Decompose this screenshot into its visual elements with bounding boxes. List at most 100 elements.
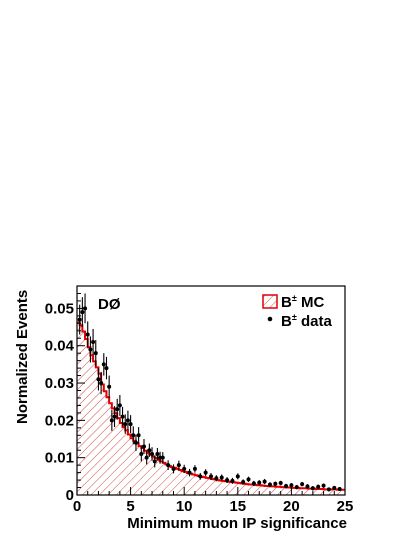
data-point — [262, 478, 267, 485]
data-point — [182, 464, 187, 473]
data-marker — [214, 476, 219, 481]
data-marker — [241, 479, 246, 484]
data-point — [88, 336, 93, 363]
y-tick-label: 0.04 — [45, 338, 75, 355]
x-tick-label: 10 — [176, 498, 193, 515]
data-marker — [337, 487, 342, 492]
data-point — [198, 472, 203, 480]
data-point — [150, 447, 155, 461]
data-marker — [109, 418, 114, 423]
legend-mc-label: B± MC — [281, 293, 324, 311]
data-marker — [284, 484, 289, 489]
data-marker — [187, 470, 192, 475]
data-marker — [120, 414, 125, 419]
data-point — [203, 469, 208, 476]
data-point — [80, 297, 85, 328]
data-marker — [101, 362, 106, 367]
data-point — [107, 375, 112, 398]
data-point — [225, 477, 230, 484]
data-marker — [219, 475, 224, 480]
data-point — [337, 487, 342, 492]
data-point — [112, 406, 117, 428]
data-marker — [278, 481, 283, 486]
data-point — [160, 452, 165, 464]
data-marker — [316, 484, 321, 489]
data-marker — [83, 306, 88, 311]
data-point — [214, 475, 219, 482]
data-point — [278, 480, 283, 486]
data-marker — [166, 463, 171, 468]
data-marker — [289, 483, 294, 488]
data-point — [99, 371, 104, 395]
y-tick-label: 0.02 — [45, 412, 74, 429]
data-marker — [300, 482, 305, 487]
data-point — [209, 472, 213, 480]
data-point — [321, 483, 326, 488]
data-point — [176, 460, 181, 470]
data-marker — [104, 366, 109, 371]
data-marker — [96, 377, 101, 382]
data-point — [101, 353, 106, 376]
data-point — [294, 484, 299, 490]
x-tick-label: 20 — [283, 498, 300, 515]
data-point — [332, 485, 337, 490]
data-marker — [246, 477, 251, 482]
data-point — [192, 465, 197, 473]
data-point — [267, 482, 272, 487]
data-marker — [139, 451, 144, 456]
legend-data-marker — [267, 316, 273, 322]
data-point — [117, 394, 122, 416]
data-marker — [117, 403, 122, 408]
data-marker — [160, 455, 165, 460]
y-tick-label: 0.01 — [45, 450, 74, 467]
data-marker — [80, 310, 85, 315]
data-marker — [294, 485, 299, 490]
data-point — [93, 340, 98, 367]
data-point — [251, 480, 256, 487]
x-axis-title: Minimum muon IP significance — [127, 515, 347, 532]
data-marker — [142, 444, 146, 449]
data-marker — [155, 451, 160, 456]
data-marker — [125, 418, 130, 423]
data-marker — [326, 487, 331, 492]
legend-mc-swatch — [262, 294, 278, 309]
data-marker — [251, 481, 256, 486]
x-tick-label: 0 — [73, 498, 81, 515]
data-marker — [115, 407, 120, 412]
data-marker — [230, 478, 235, 483]
x-tick-label: 25 — [337, 498, 354, 515]
data-marker — [77, 317, 82, 322]
data-marker — [123, 422, 128, 427]
data-point — [235, 473, 240, 480]
data-point — [115, 398, 120, 420]
data-point — [230, 477, 235, 484]
data-point — [257, 480, 262, 486]
data-point — [125, 410, 130, 431]
data-point — [123, 414, 128, 434]
data-point — [326, 487, 331, 492]
data-marker — [136, 433, 141, 438]
data-series — [77, 293, 342, 492]
data-point — [155, 447, 160, 460]
data-marker — [332, 485, 337, 490]
data-marker — [192, 466, 197, 471]
data-marker — [112, 414, 117, 419]
data-marker — [310, 486, 315, 491]
data-point — [246, 476, 251, 482]
data-marker — [182, 466, 187, 471]
data-point — [289, 483, 294, 488]
x-tick-label: 15 — [229, 498, 246, 515]
data-marker — [131, 433, 136, 438]
data-marker — [273, 481, 278, 486]
data-point — [109, 409, 114, 431]
data-point — [91, 328, 96, 356]
data-point — [136, 427, 141, 444]
data-point — [142, 439, 146, 454]
axis-ticks: 0 5 10 15 20 25 0 0.01 0.02 0.03 0.04 0.05 — [45, 285, 354, 515]
data-point — [166, 460, 171, 470]
data-marker — [176, 463, 181, 468]
data-point — [128, 415, 133, 434]
data-point — [310, 486, 315, 491]
data-point — [171, 464, 176, 474]
